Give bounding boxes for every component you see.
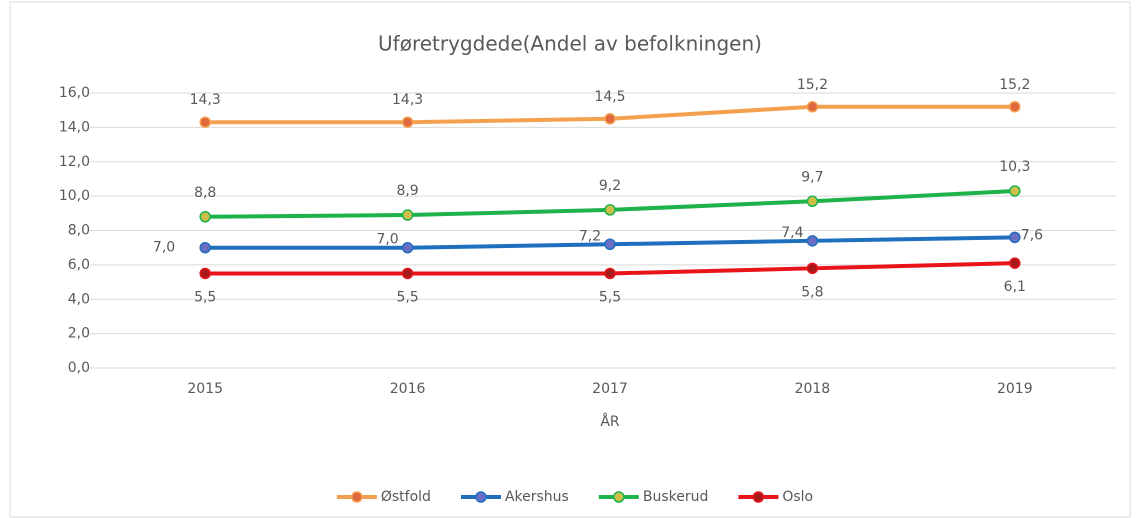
legend-item: Akershus [460, 489, 569, 505]
data-label: 8,9 [396, 183, 418, 199]
data-label: 5,8 [801, 284, 823, 300]
y-tick-label: 0,0 [68, 360, 90, 376]
data-point [806, 262, 819, 275]
data-point [401, 209, 414, 221]
x-tick-label: 2019 [997, 381, 1033, 397]
data-point [401, 116, 414, 128]
data-point [1009, 231, 1021, 244]
data-label: 9,2 [599, 178, 621, 194]
data-label: 7,6 [1021, 227, 1043, 243]
data-label: 15,2 [797, 77, 828, 93]
data-point [604, 267, 616, 280]
data-point [199, 211, 211, 223]
y-tick-label: 14,0 [59, 119, 90, 135]
data-label: 9,7 [801, 169, 823, 185]
data-label: 8,8 [194, 185, 216, 201]
data-point [199, 116, 211, 128]
legend-label: Østfold [381, 489, 431, 505]
data-point [806, 101, 819, 113]
data-label: 14,3 [190, 92, 221, 108]
chart-frame [9, 1, 1131, 518]
data-label: 5,5 [396, 289, 418, 305]
data-point [806, 235, 819, 247]
data-point [199, 241, 211, 254]
chart-title: Uføretrygdede(Andel av befolkningen) [378, 32, 762, 56]
x-tick-label: 2018 [795, 381, 831, 397]
data-label: 5,5 [194, 289, 216, 305]
legend-label: Akershus [505, 489, 569, 505]
data-label: 15,2 [999, 77, 1030, 93]
x-axis-label: ÅR [600, 413, 620, 430]
data-point [604, 204, 616, 216]
legend-label: Buskerud [643, 489, 709, 505]
data-point [401, 267, 414, 280]
y-tick-label: 16,0 [59, 85, 90, 101]
x-tick-label: 2015 [187, 381, 223, 397]
legend-item: Buskerud [598, 489, 709, 505]
x-tick-label: 2016 [390, 381, 426, 397]
y-tick-label: 4,0 [68, 291, 90, 307]
y-tick-label: 10,0 [59, 188, 90, 204]
y-tick-label: 6,0 [68, 257, 90, 273]
data-point [806, 195, 819, 208]
legend-marker [475, 491, 487, 503]
y-tick-label: 2,0 [68, 326, 90, 342]
data-point [1009, 185, 1021, 197]
x-tick-label: 2017 [592, 381, 628, 397]
legend-item: Oslo [738, 489, 813, 505]
data-point [199, 267, 211, 280]
data-label: 6,1 [1004, 279, 1026, 295]
data-point [401, 241, 414, 254]
data-label: 14,3 [392, 92, 423, 108]
data-label: 5,5 [599, 289, 621, 305]
legend-marker [613, 491, 625, 503]
legend-marker [752, 491, 765, 503]
data-label: 7,2 [579, 228, 601, 244]
data-label: 7,4 [781, 225, 803, 241]
data-point [604, 113, 616, 125]
data-label: 7,0 [153, 240, 175, 256]
legend-label: Oslo [782, 489, 813, 505]
legend-marker [351, 491, 363, 503]
y-tick-label: 12,0 [59, 154, 90, 170]
data-label: 10,3 [999, 159, 1030, 175]
data-label: 7,0 [376, 232, 398, 248]
y-tick-label: 8,0 [68, 223, 90, 239]
data-label: 14,5 [594, 89, 625, 105]
data-point [1009, 101, 1021, 113]
data-point [604, 238, 616, 250]
data-point [1009, 257, 1021, 269]
legend-item: Østfold [336, 489, 431, 505]
